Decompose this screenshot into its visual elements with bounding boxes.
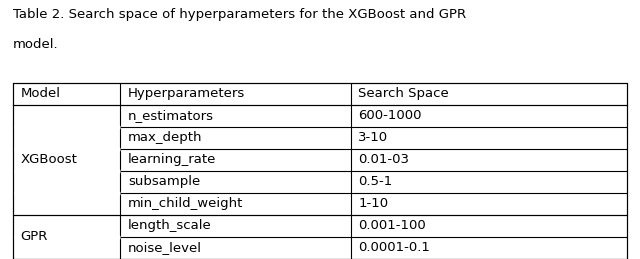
Text: max_depth: max_depth bbox=[128, 131, 202, 145]
Text: 3-10: 3-10 bbox=[358, 131, 388, 145]
Text: n_estimators: n_estimators bbox=[128, 109, 214, 123]
Text: Table 2. Search space of hyperparameters for the XGBoost and GPR: Table 2. Search space of hyperparameters… bbox=[13, 8, 466, 21]
Text: 600-1000: 600-1000 bbox=[358, 109, 422, 123]
Text: learning_rate: learning_rate bbox=[128, 153, 216, 167]
Text: Hyperparameters: Hyperparameters bbox=[128, 87, 245, 100]
Text: noise_level: noise_level bbox=[128, 241, 202, 255]
Text: min_child_weight: min_child_weight bbox=[128, 197, 243, 211]
Text: Search Space: Search Space bbox=[358, 87, 449, 100]
Text: 0.0001-0.1: 0.0001-0.1 bbox=[358, 241, 430, 255]
Text: subsample: subsample bbox=[128, 175, 200, 189]
Text: 1-10: 1-10 bbox=[358, 197, 388, 211]
Text: 0.5-1: 0.5-1 bbox=[358, 175, 393, 189]
Text: XGBoost: XGBoost bbox=[20, 153, 77, 167]
Text: 0.001-100: 0.001-100 bbox=[358, 219, 426, 233]
Text: Model: Model bbox=[20, 87, 61, 100]
Text: 0.01-03: 0.01-03 bbox=[358, 153, 410, 167]
Text: model.: model. bbox=[13, 38, 58, 51]
Text: length_scale: length_scale bbox=[128, 219, 212, 233]
Text: GPR: GPR bbox=[20, 231, 48, 243]
